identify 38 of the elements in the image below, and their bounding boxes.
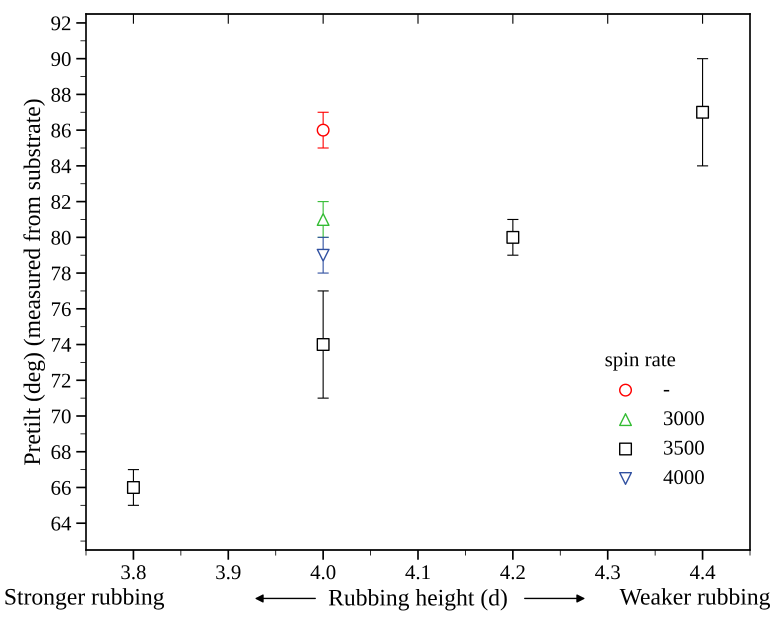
legend-label: 3000	[664, 411, 704, 426]
y-tick-label: 74	[52, 338, 72, 352]
point	[316, 212, 330, 226]
x-axis-title: Rubbing height (d)	[328, 589, 507, 611]
point	[506, 230, 520, 244]
legend-label: 3500	[664, 440, 704, 455]
y-tick-label: 82	[51, 194, 70, 210]
point	[316, 248, 330, 262]
x-tick-label: 4.1	[405, 565, 430, 580]
y-tick-label: 80	[51, 230, 71, 245]
point	[316, 124, 330, 137]
x-tick-label: 4.0	[310, 565, 336, 580]
x-tick-label: 4.3	[595, 565, 620, 580]
y-tick-label: 72	[52, 374, 70, 388]
y-tick-label: 68	[51, 445, 71, 460]
y-tick-label: 84	[51, 159, 72, 174]
text: Weaker rubbing	[620, 588, 770, 610]
y-tick-label: 90	[51, 52, 71, 66]
legend-label: -	[664, 390, 670, 392]
x-tick-label: 4.4	[690, 565, 716, 580]
y-tick-label: 64	[51, 516, 72, 531]
y-tick-label: 66	[51, 480, 71, 495]
y-tick-label: 92	[51, 16, 70, 30]
y-tick-label: 76	[52, 302, 71, 316]
x-tick-label: 3.8	[121, 565, 146, 580]
y-axis-title: Pretilt (deg) (measured from substrate)	[23, 99, 46, 465]
point	[316, 338, 330, 352]
y-tick-label: 86	[51, 124, 71, 138]
legend-label: 4000	[663, 470, 704, 484]
y-tick-label: 88	[51, 88, 71, 102]
y-tick-label: 70	[52, 409, 71, 424]
y-tick-label: 78	[52, 266, 71, 280]
x-tick-label: 3.9	[216, 565, 240, 580]
legend-title: spin rate	[606, 352, 676, 371]
point	[126, 480, 140, 494]
text: Stronger rubbing	[5, 588, 164, 610]
point	[696, 106, 710, 119]
x-tick-label: 4.2	[500, 565, 525, 580]
